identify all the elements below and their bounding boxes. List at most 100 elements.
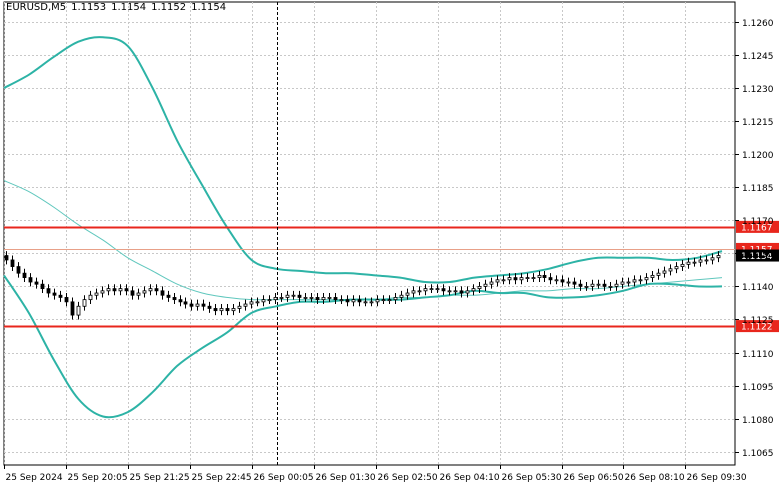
candle [477, 282, 482, 294]
candle [441, 284, 446, 296]
candle [333, 293, 338, 305]
candle [417, 286, 422, 296]
x-tick-label: 26 Sep 04:10 [440, 473, 500, 483]
candle-body [399, 294, 404, 298]
candle-body [213, 308, 218, 312]
candle-body [279, 297, 284, 299]
candle [698, 255, 703, 267]
candle-body [632, 279, 637, 283]
candle [668, 264, 673, 276]
candle [285, 290, 290, 302]
x-tick-label: 26 Sep 08:10 [625, 473, 685, 483]
candle-body [297, 294, 302, 298]
candle-body [363, 301, 368, 304]
candle-body [525, 277, 530, 279]
y-tick-label: 1.1200 [742, 151, 774, 161]
candle-body [94, 292, 99, 296]
candle-body [40, 283, 45, 290]
candle [297, 290, 302, 302]
candle-body [339, 299, 344, 302]
candle [261, 295, 266, 307]
candle [662, 266, 667, 278]
middle-band-line [3, 180, 723, 301]
candle-body [572, 281, 577, 285]
candle [46, 284, 51, 298]
y-tick-label: 1.1065 [742, 449, 774, 459]
candle [453, 286, 458, 296]
candle [435, 284, 440, 294]
candle-body [148, 288, 153, 292]
candle [369, 297, 374, 307]
candle [423, 284, 428, 296]
candle-body [64, 297, 69, 303]
candle [327, 293, 332, 302]
candle [154, 284, 159, 296]
candle-body [291, 294, 296, 297]
candle-body [142, 290, 147, 294]
candle [471, 284, 476, 296]
candle [542, 270, 547, 283]
candle-body [345, 299, 350, 303]
candle-body [674, 266, 679, 270]
candle [118, 284, 123, 296]
candle [489, 277, 494, 289]
candle-body [596, 283, 601, 286]
candle-body [172, 297, 177, 301]
candle-body [650, 274, 655, 278]
candle [680, 259, 685, 271]
level-tag-label: 1.1167 [741, 223, 773, 233]
candle-body [249, 301, 254, 305]
candle [525, 273, 530, 283]
candle-body [453, 290, 458, 293]
candle-body [680, 263, 685, 267]
candle-body [441, 288, 446, 292]
candle [16, 262, 21, 278]
candle-body [429, 288, 434, 291]
candle-body [10, 259, 15, 267]
candle-body [489, 281, 494, 285]
candle [560, 275, 565, 287]
candle [321, 293, 326, 305]
candle-body [495, 279, 500, 283]
candle-body [644, 277, 649, 281]
candle [704, 255, 709, 265]
candle-body [537, 274, 542, 278]
candle-body [219, 308, 224, 312]
candle-body [578, 283, 583, 287]
candle-body [435, 288, 440, 291]
candle-body [100, 290, 105, 294]
candle-body [46, 288, 51, 294]
candle [381, 295, 386, 305]
candle [106, 284, 111, 296]
candle-body [590, 283, 595, 287]
candle-body [686, 261, 691, 265]
candle [674, 262, 679, 274]
candle [40, 279, 45, 294]
candle [620, 277, 625, 289]
y-tick-label: 1.1245 [742, 52, 774, 62]
candle [644, 273, 649, 285]
x-tick-label: 26 Sep 09:30 [687, 473, 747, 483]
close-value: 1.1154 [191, 2, 227, 13]
candle-body [626, 281, 631, 284]
level-tag-label: 1.1122 [741, 323, 773, 333]
candle-body [183, 301, 188, 305]
candle-body [28, 277, 33, 283]
candle [34, 277, 39, 289]
candle [76, 301, 81, 320]
candle-body [620, 281, 625, 285]
candle [243, 299, 248, 311]
candle [219, 304, 224, 316]
x-tick-label: 26 Sep 06:50 [564, 473, 624, 483]
candle-body [501, 279, 506, 282]
candle [363, 297, 368, 307]
candle [602, 279, 607, 291]
candle [291, 290, 296, 300]
candle-body [638, 279, 643, 282]
x-tick-label: 25 Sep 21:25 [130, 473, 190, 483]
candle [596, 279, 601, 289]
candle [375, 295, 380, 307]
candle [447, 286, 452, 296]
candle-body [112, 288, 117, 292]
